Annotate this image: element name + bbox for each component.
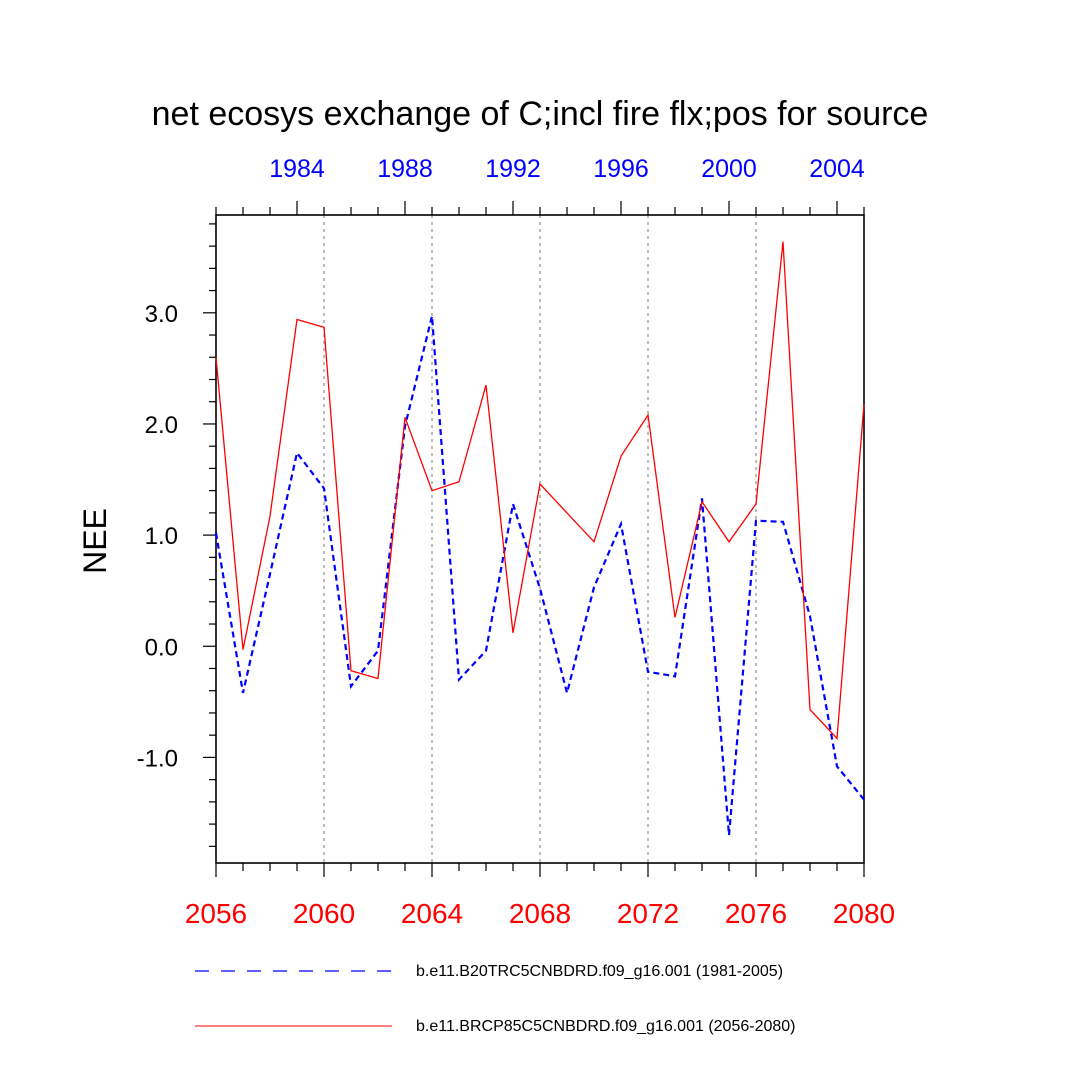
y-tick-label: -1.0 [137, 745, 178, 772]
bottom-tick-label: 2064 [401, 898, 463, 929]
y-tick-label: 2.0 [145, 412, 178, 439]
top-tick-label: 2004 [809, 155, 865, 183]
bottom-tick-label: 2068 [509, 898, 571, 929]
series-lines [214, 241, 865, 836]
y-axis-label: NEE [77, 508, 113, 574]
bottom-tick-label: 2060 [293, 898, 355, 929]
top-tick-label: 1992 [485, 155, 541, 183]
grid-lines [323, 215, 757, 863]
bottom-tick-label: 2080 [833, 898, 895, 929]
top-tick-label: 1984 [269, 155, 325, 183]
series-line-historical [214, 315, 865, 836]
bottom-tick-label: 2076 [725, 898, 787, 929]
y-axis-tick-labels: -1.0 0.0 1.0 2.0 3.0 [137, 301, 178, 773]
top-tick-label: 1996 [593, 155, 649, 183]
bottom-tick-label: 2056 [185, 898, 247, 929]
legend-label-future: b.e11.BRCP85C5CNBDRD.f09_g16.001 (2056-2… [416, 1018, 795, 1035]
chart-title: net ecosys exchange of C;incl fire flx;p… [152, 95, 929, 133]
y-tick-label: 1.0 [145, 523, 178, 550]
bottom-x-axis-tick-labels: 2056 2060 2064 2068 2072 2076 2080 [185, 898, 895, 929]
top-tick-label: 2000 [701, 155, 757, 183]
top-tick-label: 1988 [377, 155, 433, 183]
axis-ticks [203, 201, 865, 877]
top-x-axis-tick-labels: 1984 1988 1992 1996 2000 2004 [269, 155, 865, 183]
bottom-tick-label: 2072 [617, 898, 679, 929]
y-tick-label: 3.0 [145, 301, 178, 328]
legend: b.e11.B20TRC5CNBDRD.f09_g16.001 (1981-20… [195, 963, 795, 1035]
series-line-future [215, 241, 865, 741]
legend-label-historical: b.e11.B20TRC5CNBDRD.f09_g16.001 (1981-20… [416, 963, 783, 980]
y-tick-label: 0.0 [145, 634, 178, 661]
